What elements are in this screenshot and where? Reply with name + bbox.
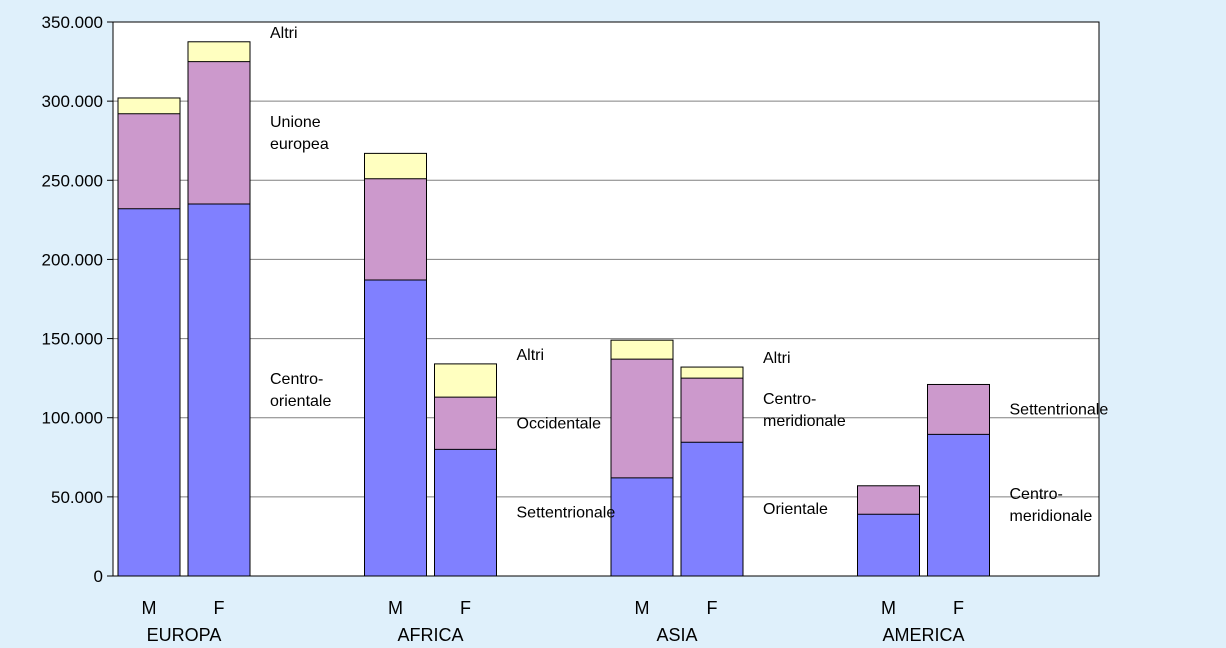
y-tick-label: 100.000: [42, 409, 103, 428]
group-label: ASIA: [656, 625, 697, 645]
bar-segment: [857, 485, 920, 515]
segment-label: Altri: [270, 25, 298, 42]
y-tick-label: 350.000: [42, 13, 103, 32]
bar-segment: [434, 397, 497, 450]
bar-segment: [188, 41, 250, 62]
bar-label: F: [460, 598, 471, 618]
group-label: AFRICA: [397, 625, 463, 645]
bar-segment: [188, 204, 250, 576]
bar-segment: [927, 434, 990, 576]
group-label: EUROPA: [147, 625, 222, 645]
bar-label: M: [635, 598, 650, 618]
y-tick-label: 0: [94, 567, 103, 586]
bar-segment: [118, 113, 180, 209]
y-tick-label: 150.000: [42, 330, 103, 349]
bar-label: F: [953, 598, 964, 618]
y-tick-label: 250.000: [42, 171, 103, 190]
bar-segment: [681, 442, 743, 576]
bar-segment: [188, 61, 250, 205]
segment-label: Settentrionale: [517, 505, 616, 522]
y-tick-label: 200.000: [42, 250, 103, 269]
bar-label: M: [881, 598, 896, 618]
segment-label: Centro-meridionale: [763, 391, 846, 430]
segment-label: Centro-orientale: [270, 371, 331, 410]
segment-labels: Centro-orientale Unione europea Altri Setten…: [270, 25, 1108, 525]
segment-label: Orientale: [763, 501, 828, 518]
bar-segment: [611, 477, 673, 576]
bar-segment: [927, 384, 990, 435]
segment-label: Altri: [517, 347, 545, 364]
bar-segment: [681, 367, 743, 379]
bar-label: M: [142, 598, 157, 618]
bar-segment: [434, 363, 497, 398]
segment-label: Occidentale: [517, 415, 602, 432]
group-label: AMERICA: [882, 625, 964, 645]
segment-label: Settentrionale: [1010, 401, 1109, 418]
bar-segment: [611, 359, 673, 478]
segment-label: Altri: [763, 350, 791, 367]
y-tick-label: 300.000: [42, 92, 103, 111]
bar-segment: [857, 514, 920, 576]
bar-segment: [434, 449, 497, 576]
bar-label: F: [707, 598, 718, 618]
bar-segment: [681, 378, 743, 443]
segment-label: Unione europea: [270, 114, 329, 153]
bars: [117, 41, 990, 577]
y-axis-ticks: 0 50.000 100.000 150.000 200.000 250.000 300.0…: [42, 13, 113, 586]
x-axis-labels: M F EUROPA M F AFRICA M F ASIA M F AMERICA: [142, 598, 965, 645]
bar-segment: [364, 178, 427, 281]
plot-frame: [112, 21, 1100, 577]
segment-label: Centro-meridionale: [1010, 486, 1093, 525]
y-tick-label: 50.000: [51, 488, 103, 507]
bar-segment: [611, 340, 673, 360]
bar-label: F: [214, 598, 225, 618]
bar-segment: [364, 153, 427, 179]
bar-segment: [364, 280, 427, 576]
bar-segment: [118, 97, 180, 114]
bar-segment: [118, 208, 180, 576]
bar-label: M: [388, 598, 403, 618]
gridlines: [113, 100, 1099, 498]
